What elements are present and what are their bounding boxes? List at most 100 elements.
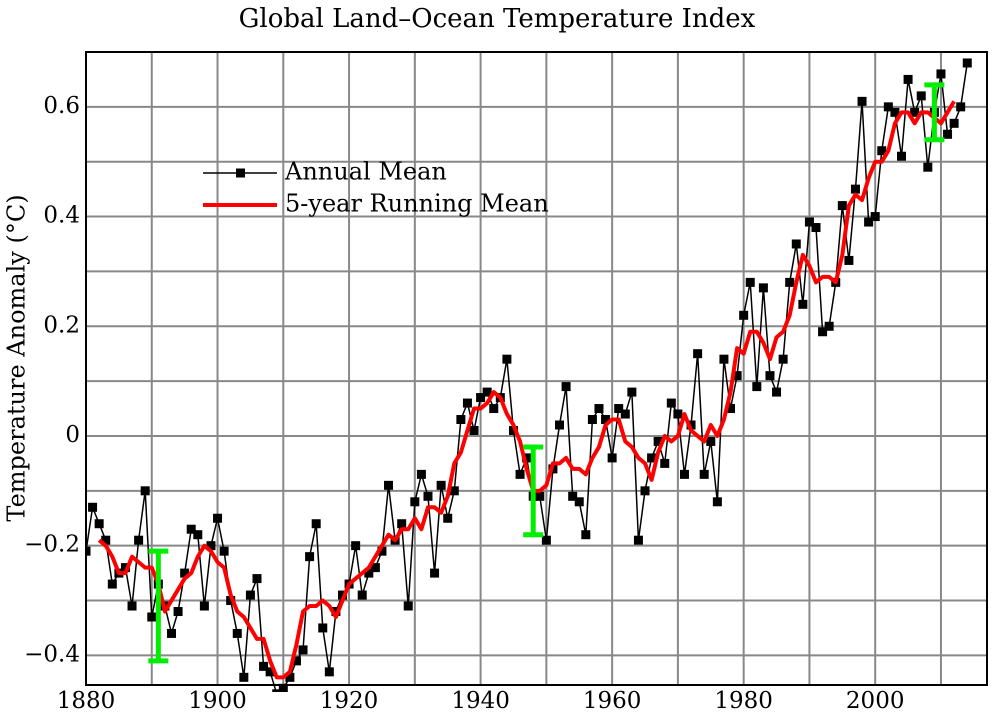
point — [758, 283, 768, 293]
y-tick-label: 0.2 — [43, 312, 80, 338]
point — [804, 217, 814, 227]
running-mean-line — [97, 100, 956, 680]
point — [890, 107, 900, 117]
point — [693, 349, 703, 359]
point — [213, 513, 223, 523]
tick-labels: 1880 1900 1920 1940 1960 1980 2000 −0.4 −0.2 0 0.2… — [24, 93, 904, 714]
grid — [85, 52, 987, 685]
point — [811, 223, 821, 233]
point — [285, 672, 295, 682]
point — [739, 310, 749, 320]
point — [173, 606, 183, 616]
point — [627, 387, 637, 397]
error-bar-shape — [924, 82, 945, 143]
point — [772, 387, 782, 397]
chart-title: Global Land–Ocean Temperature Index — [239, 4, 756, 34]
point — [245, 590, 255, 600]
y-tick-label: −0.2 — [24, 532, 80, 558]
point — [778, 354, 788, 364]
point — [883, 102, 893, 112]
point — [456, 415, 466, 425]
point — [850, 184, 860, 194]
point — [653, 436, 663, 446]
point — [186, 524, 196, 534]
point — [785, 277, 795, 287]
point — [568, 491, 578, 501]
point — [377, 546, 387, 556]
point — [897, 151, 907, 161]
point — [515, 469, 525, 479]
point — [469, 425, 479, 435]
point — [522, 453, 532, 463]
point — [107, 579, 117, 589]
point — [607, 453, 617, 463]
point — [265, 667, 275, 677]
point — [581, 530, 591, 540]
y-tick-label: −0.4 — [24, 641, 80, 667]
x-tick-label: 1880 — [57, 688, 116, 714]
x-tick-label: 1900 — [188, 688, 247, 714]
point — [351, 541, 361, 551]
point — [824, 321, 834, 331]
point — [752, 382, 762, 392]
point — [943, 129, 953, 139]
point — [166, 628, 176, 638]
error-bar — [148, 548, 169, 664]
point — [252, 574, 262, 584]
point — [272, 689, 282, 692]
point — [423, 491, 433, 501]
point — [962, 58, 972, 68]
point — [193, 530, 203, 540]
plot-frame — [85, 51, 988, 686]
legend-label: 5-year Running Mean — [285, 190, 549, 218]
point — [614, 404, 624, 414]
point — [916, 91, 926, 101]
point — [686, 420, 696, 430]
point — [226, 596, 236, 606]
point — [903, 74, 913, 84]
point — [837, 201, 847, 211]
point — [633, 535, 643, 545]
x-tick-label: 2000 — [846, 688, 905, 714]
point — [541, 535, 551, 545]
point — [706, 436, 716, 446]
point — [370, 563, 380, 573]
point — [180, 568, 190, 578]
point — [298, 645, 308, 655]
point — [857, 96, 867, 106]
point — [232, 628, 242, 638]
point — [219, 546, 229, 556]
point — [403, 601, 413, 611]
point — [864, 217, 874, 227]
x-tick-label: 1980 — [714, 688, 773, 714]
point — [587, 415, 597, 425]
point — [489, 404, 499, 414]
point — [508, 425, 518, 435]
point — [443, 513, 453, 523]
point — [561, 382, 571, 392]
point — [410, 497, 420, 507]
point — [436, 480, 446, 490]
legend-label: Annual Mean — [284, 158, 447, 186]
point — [923, 162, 933, 172]
point — [206, 541, 216, 551]
point — [936, 69, 946, 79]
error-bar-shape — [148, 548, 169, 664]
point — [791, 239, 801, 249]
point — [291, 656, 301, 666]
point — [765, 371, 775, 381]
point — [574, 497, 584, 507]
x-tick-label: 1960 — [583, 688, 642, 714]
point — [956, 102, 966, 112]
point — [86, 546, 91, 556]
point — [482, 387, 492, 397]
point — [726, 404, 736, 414]
point — [305, 552, 315, 562]
point — [844, 255, 854, 265]
point — [699, 469, 709, 479]
point — [601, 415, 611, 425]
point — [397, 519, 407, 529]
point — [416, 469, 426, 479]
point — [140, 486, 150, 496]
